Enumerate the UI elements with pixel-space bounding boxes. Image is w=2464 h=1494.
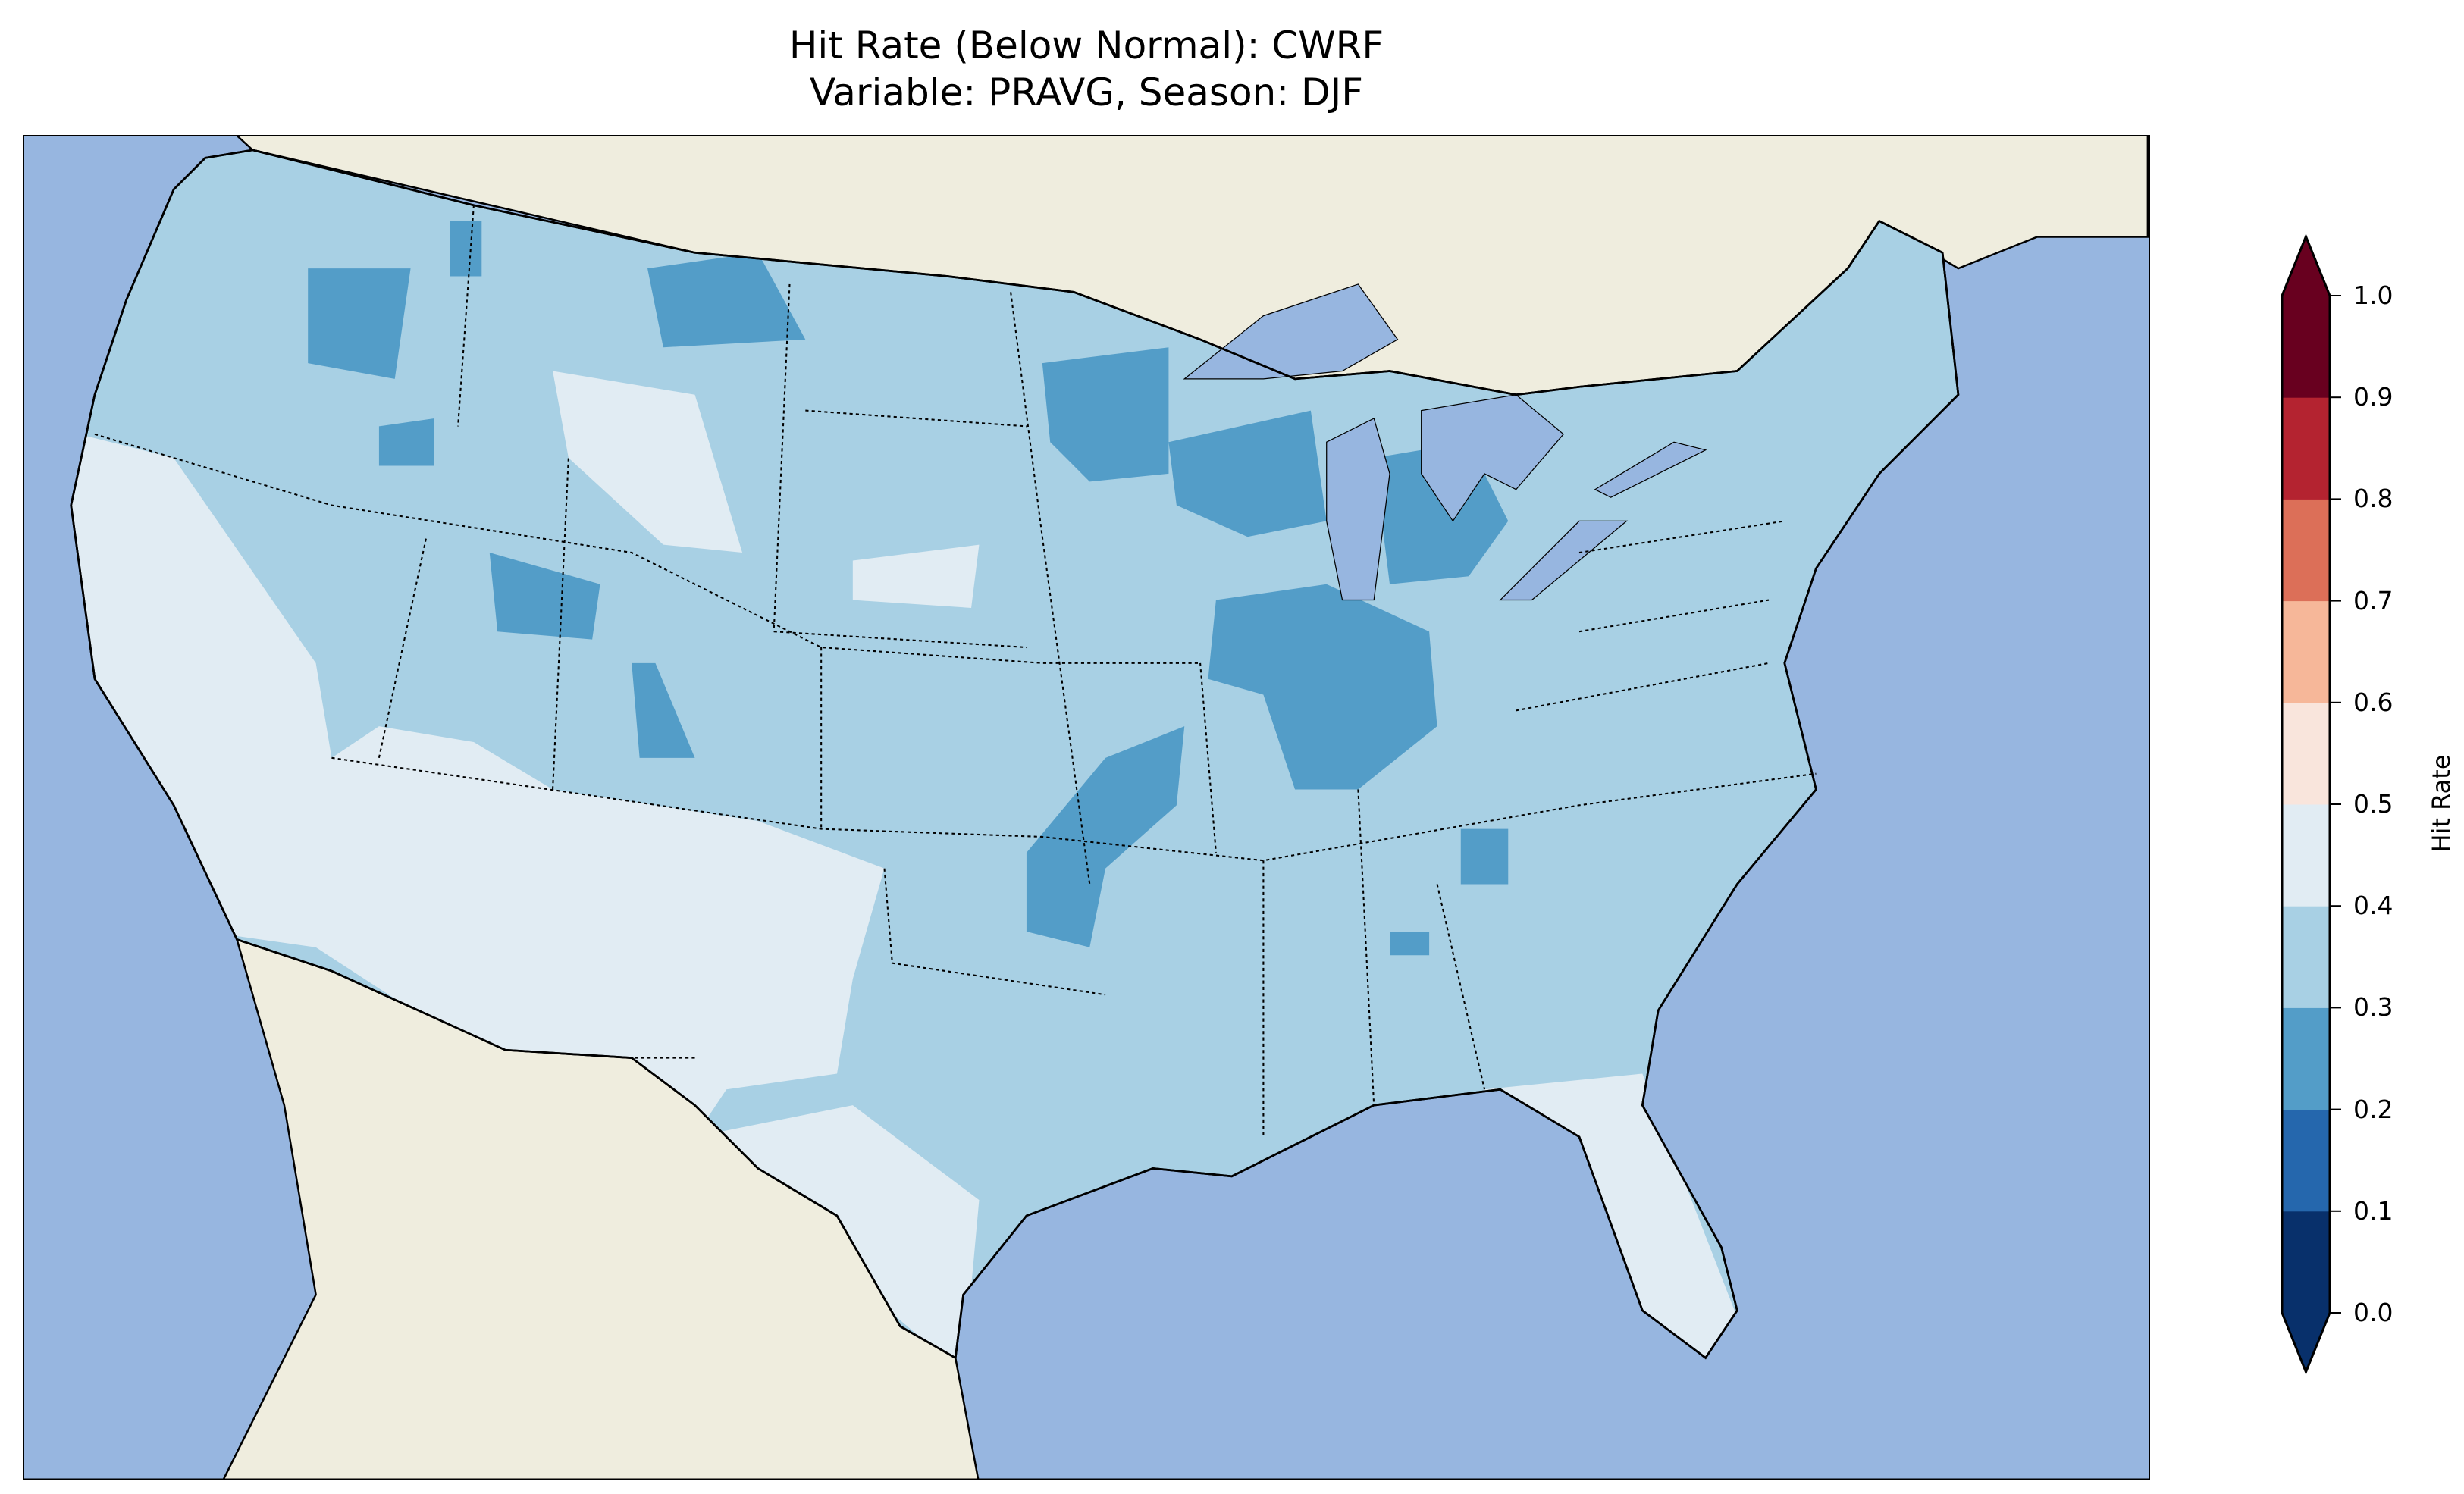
colorbar-segment [2282, 804, 2330, 907]
colorbar [2281, 233, 2341, 1376]
colorbar-tick: 0.1 [2353, 1195, 2393, 1226]
colorbar-tick: 1.0 [2353, 280, 2393, 310]
colorbar-tick: 0.0 [2353, 1298, 2393, 1327]
state-borders [94, 205, 1817, 1137]
colorbar-segment [2282, 1007, 2330, 1110]
hit-rate-0.2-0.3 [308, 221, 1509, 956]
colorbar-segment [2282, 1211, 2330, 1314]
colorbar-segment [2282, 600, 2330, 703]
colorbar-tick: 0.4 [2353, 891, 2393, 921]
colorbar-tick: 0.3 [2353, 992, 2393, 1023]
map-title-line1: Hit Rate (Below Normal): CWRF [788, 23, 1384, 67]
great-lakes [1183, 283, 1707, 601]
colorbar-segment [2282, 499, 2330, 602]
colorbar-segment [2282, 906, 2330, 1008]
colorbar-label: Hit Rate [2427, 754, 2456, 853]
colorbar-tick: 0.7 [2353, 585, 2393, 615]
colorbar-segment [2282, 397, 2330, 500]
map-title-line2: Variable: PRAVG, Season: DJF [809, 70, 1363, 114]
colorbar-segment [2282, 296, 2330, 398]
colorbar-segment [2282, 1109, 2330, 1212]
colorbar-tick: 0.9 [2353, 382, 2393, 412]
colorbar-tick: 0.2 [2353, 1094, 2393, 1124]
colorbar-segment [2282, 702, 2330, 805]
colorbar-tick: 0.8 [2353, 484, 2393, 514]
colorbar-tick: 0.6 [2353, 687, 2393, 717]
colorbar-tick: 0.5 [2353, 789, 2393, 819]
colorbar-extend-max [2282, 236, 2330, 296]
colorbar-extend-min [2282, 1313, 2330, 1372]
